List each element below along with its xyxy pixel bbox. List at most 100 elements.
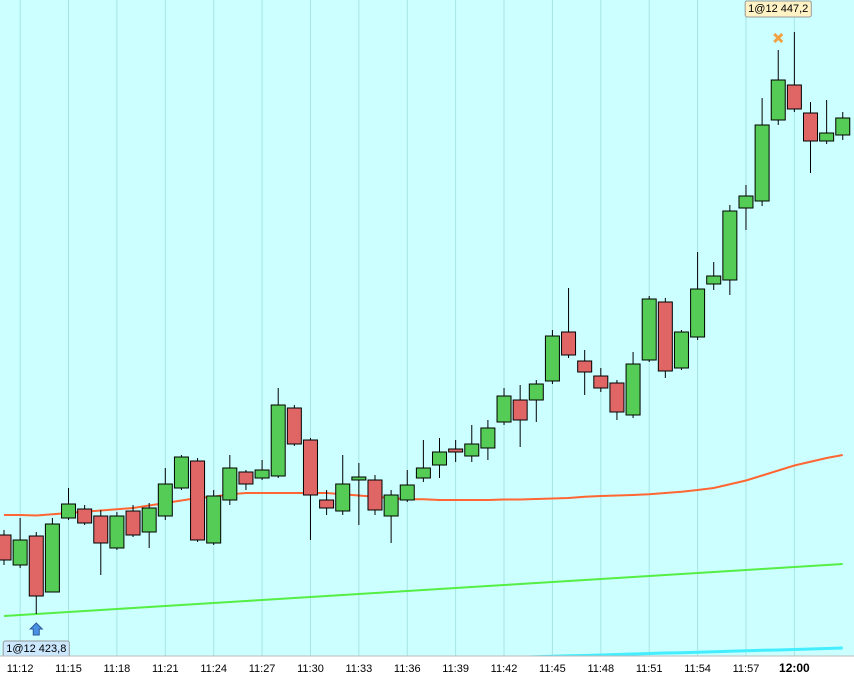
candle bbox=[528, 380, 544, 422]
candle-body bbox=[302, 439, 318, 496]
candle-body bbox=[0, 534, 12, 561]
candle-body bbox=[528, 383, 544, 401]
candle-body bbox=[367, 479, 383, 511]
candle bbox=[561, 288, 577, 358]
candle-body bbox=[819, 132, 835, 142]
candle bbox=[141, 503, 157, 548]
candle bbox=[0, 530, 12, 565]
candle-body bbox=[335, 483, 351, 512]
candle-body bbox=[270, 404, 286, 477]
x-tick-label: 11:42 bbox=[491, 663, 518, 675]
candle-body bbox=[480, 427, 496, 449]
candle-body bbox=[206, 495, 222, 544]
candle bbox=[109, 512, 125, 550]
candle bbox=[302, 438, 318, 540]
candle bbox=[270, 388, 286, 478]
candle bbox=[12, 518, 28, 568]
candle-body bbox=[173, 456, 189, 489]
candle bbox=[399, 470, 415, 502]
candle-body bbox=[803, 112, 818, 142]
candle-body bbox=[77, 508, 93, 524]
candle-body bbox=[464, 443, 480, 457]
candle-body bbox=[28, 535, 44, 597]
candle-body bbox=[12, 539, 28, 566]
candle-body bbox=[415, 467, 431, 479]
candle bbox=[367, 475, 383, 515]
candle-body bbox=[657, 301, 673, 372]
candle-body bbox=[593, 375, 609, 389]
candle-body bbox=[496, 395, 512, 423]
x-tick-label: 11:27 bbox=[249, 663, 276, 675]
x-tick-label: 11:57 bbox=[733, 663, 760, 675]
candle-body bbox=[625, 363, 641, 416]
candle bbox=[496, 388, 512, 425]
candle bbox=[593, 368, 609, 392]
candle bbox=[819, 100, 835, 144]
moving-average-line bbox=[4, 454, 843, 517]
candle-body bbox=[448, 448, 464, 453]
candle bbox=[786, 32, 802, 112]
candle-body bbox=[238, 471, 254, 485]
candle bbox=[464, 425, 480, 462]
candle bbox=[641, 296, 657, 362]
candle-body bbox=[319, 499, 335, 509]
candle bbox=[577, 350, 593, 395]
candle-body bbox=[722, 210, 738, 281]
moving-average-line bbox=[3, 563, 843, 617]
candle-body bbox=[754, 124, 770, 202]
trade-label: 1@12 423,8 bbox=[6, 643, 66, 655]
x-tick-label: 11:48 bbox=[587, 663, 614, 675]
plot-background bbox=[0, 0, 854, 660]
candle bbox=[61, 488, 77, 520]
x-tick-label: 11:12 bbox=[7, 663, 34, 675]
candle-body bbox=[770, 79, 786, 121]
buy-arrow bbox=[29, 622, 44, 636]
candle bbox=[125, 505, 141, 537]
candle-body bbox=[641, 298, 657, 361]
candle-body bbox=[157, 483, 173, 517]
candle-body bbox=[432, 451, 448, 466]
candle-body bbox=[61, 503, 77, 519]
candle bbox=[609, 380, 625, 420]
x-tick-label: 11:30 bbox=[297, 663, 324, 675]
trade-label-box bbox=[744, 0, 812, 18]
candle bbox=[803, 102, 818, 173]
candle bbox=[706, 262, 722, 290]
candle-body bbox=[109, 515, 125, 549]
candle-body bbox=[690, 288, 706, 338]
candle bbox=[222, 455, 238, 505]
candle bbox=[383, 490, 399, 543]
trade-label: 1@12 447,2 bbox=[748, 3, 808, 15]
candle bbox=[254, 460, 270, 480]
candle-body bbox=[125, 510, 141, 536]
candle bbox=[512, 385, 528, 447]
candle bbox=[690, 252, 706, 340]
candle bbox=[157, 468, 173, 520]
x-tick-label: 11:36 bbox=[394, 663, 421, 675]
candle bbox=[722, 205, 738, 295]
candle bbox=[238, 470, 254, 490]
candle bbox=[206, 490, 222, 545]
candle bbox=[432, 438, 448, 478]
candle-body bbox=[399, 484, 415, 501]
x-tick-label: 11:15 bbox=[55, 663, 82, 675]
x-axis-band bbox=[0, 656, 854, 680]
candle-body bbox=[561, 331, 577, 356]
candle bbox=[173, 455, 189, 490]
candle-body bbox=[351, 476, 367, 481]
candle bbox=[93, 510, 109, 575]
x-tick-label: 11:18 bbox=[104, 663, 131, 675]
sell-marker bbox=[773, 32, 784, 44]
candle-body bbox=[44, 523, 60, 593]
candle-body bbox=[254, 469, 270, 479]
candle-body bbox=[786, 84, 802, 110]
candle bbox=[77, 505, 93, 525]
candle bbox=[44, 518, 60, 593]
candle-body bbox=[93, 515, 109, 544]
candle-body bbox=[706, 275, 722, 285]
candle bbox=[480, 420, 496, 460]
candle-body bbox=[835, 117, 851, 136]
candle bbox=[351, 463, 367, 525]
